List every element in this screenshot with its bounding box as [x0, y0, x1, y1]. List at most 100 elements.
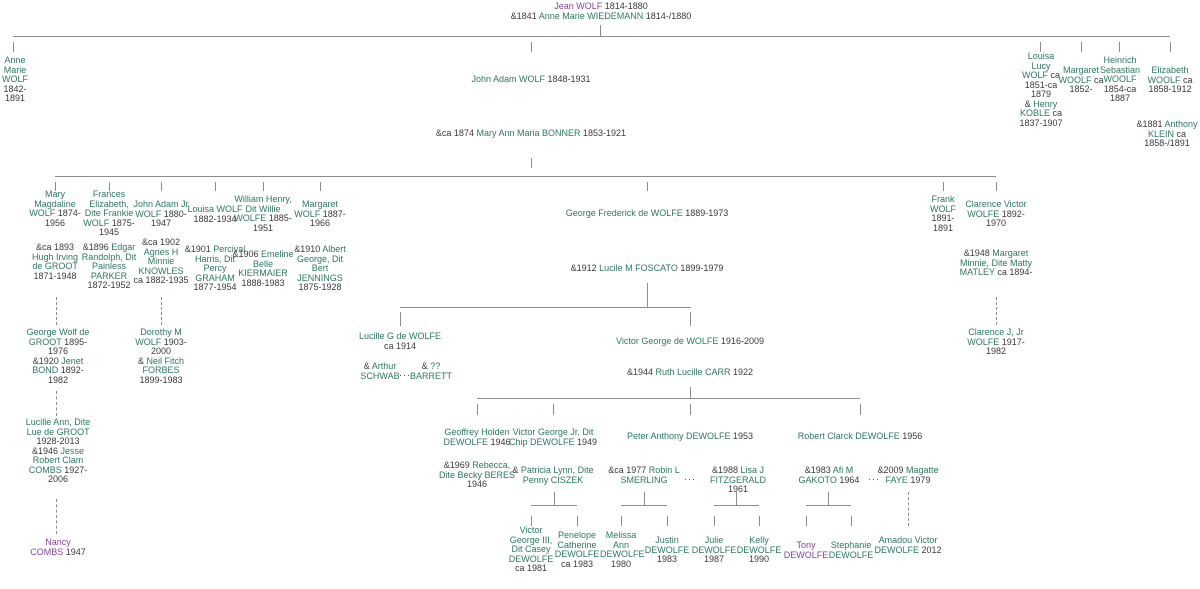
- life-dates: 1882-1934: [193, 213, 237, 224]
- person-link-victor-george-iii-dewolfe[interactable]: Victor George III, Dit Casey DEWOLFE: [508, 525, 554, 564]
- marriage-prefix: &ca 1977: [608, 465, 647, 475]
- person-link-stephanie-dewolfe[interactable]: Stephanie DEWOLFE: [828, 540, 874, 560]
- person-link-mary-magdaline-wolf[interactable]: Mary Magdaline WOLF: [29, 189, 76, 218]
- tree-line: [55, 176, 996, 177]
- person-link-neil-forbes[interactable]: Neil Fitch FORBES: [142, 355, 185, 375]
- person-link-albert-jennings[interactable]: Albert George, Dit Bert JENNINGS: [296, 244, 346, 283]
- person-link-lucille-ann-de-groot[interactable]: Lucille Ann, Dite Lue de GROOT: [25, 417, 91, 437]
- person-link-amadou-dewolfe[interactable]: Amadou Victor DEWOLFE: [874, 535, 938, 555]
- marriage-prefix: &1946: [31, 445, 58, 456]
- tree-line: [1081, 42, 1082, 52]
- person-link-geoffrey-dewolfe[interactable]: Geoffrey Holden DEWOLFE: [443, 427, 510, 447]
- remarriage-separator: ···: [684, 474, 696, 484]
- life-dates: 1946: [490, 436, 511, 447]
- person-link-penny-ciszek[interactable]: Patricia Lynn, Dite Penny CISZEK: [520, 465, 594, 485]
- person-link-anthony-klein[interactable]: Anthony KLEIN: [1147, 119, 1198, 139]
- spouse-anne-marie-wiedemann: &1841 Anne Marie WIEDEMANN 1814-/1880: [451, 10, 751, 22]
- tree-line-dashed: [56, 391, 57, 416]
- person-link-john-adam-wolf[interactable]: John Adam WOLF: [471, 74, 545, 84]
- person-link-anne-marie-wolf[interactable]: Anne Marie WOLF: [2, 55, 28, 84]
- tree-line: [806, 516, 807, 526]
- person-link-penelope-dewolfe[interactable]: Penelope Catherine DEWOLFE: [554, 530, 600, 559]
- person-john-adam-wolf: John Adam WOLF 1848-1931: [381, 74, 681, 85]
- marriage-prefix: &1912: [570, 263, 597, 273]
- person-link-jean-wolf[interactable]: Jean WOLF: [554, 1, 603, 11]
- person-link-ruth-carr[interactable]: Ruth Lucille CARR: [655, 367, 731, 377]
- person-link-dorothy-wolf[interactable]: Dorothy M WOLF: [135, 327, 182, 347]
- tree-line: [690, 312, 691, 326]
- person-william-wolfe: William Henry, Dit Willie WOLFE 1885-195…: [232, 194, 294, 233]
- person-link-lucille-g-de-wolfe[interactable]: Lucille G de WOLFE: [358, 331, 442, 341]
- person-link-percy-graham[interactable]: Percival Harris, Dit Percy GRAHAM: [195, 244, 246, 283]
- person-link-arthur-schwab[interactable]: Arthur SCHWAB: [360, 361, 400, 381]
- person-link-john-adam-jr-wolf[interactable]: John Adam Jr WOLF: [133, 199, 189, 219]
- person-link-rebecca-beres[interactable]: Rebecca, Dite Becky BERES: [438, 460, 516, 480]
- person-link-heinrich-sebastian-woolf[interactable]: Heinrich Sebastian WOOLF: [1099, 55, 1141, 84]
- person-link-frances-wolf[interactable]: Frances Elizabeth, Dite Frankie WOLF: [83, 189, 134, 228]
- person-link-george-frederick-de-wolfe[interactable]: George Frederick de WOLFE: [565, 208, 683, 218]
- person-link-tony-dewolfe[interactable]: Tony DEWOLFE: [783, 540, 829, 560]
- spouse-anthony-klein: &1881 Anthony KLEIN ca 1858-/1891: [1135, 119, 1199, 149]
- spouse-hugh-irving-de-groot: &ca 1893 Hugh Irving de GROOT 1871-1948: [27, 242, 83, 281]
- marriage-prefix: &1901: [184, 244, 211, 254]
- person-link-julie-dewolfe[interactable]: Julie DEWOLFE: [691, 535, 737, 555]
- person-link-hugh-irving-de-groot[interactable]: Hugh Irving de GROOT: [31, 251, 79, 271]
- person-link-magatte-faye[interactable]: Magatte FAYE: [885, 465, 939, 485]
- person-link-frank-wolf[interactable]: Frank WOLF: [930, 194, 956, 214]
- person-link-margaret-woolf[interactable]: Margaret WOOLF: [1058, 65, 1099, 85]
- person-link-clarence-j-jr-wolfe[interactable]: Clarence J, Jr WOLFE: [967, 327, 1024, 347]
- person-link-henry-koble[interactable]: Henry KOBLE: [1019, 98, 1058, 118]
- marriage-prefix: &: [512, 465, 519, 475]
- person-link-edgar-parker[interactable]: Edgar Randolph, Dit Painless PARKER: [81, 242, 137, 281]
- person-link-louisa-wolf[interactable]: Louisa WOLF: [187, 204, 243, 214]
- life-dates: ca 1837-1907: [1019, 108, 1063, 128]
- tree-line: [263, 182, 264, 191]
- person-link-afi-gakoto[interactable]: Afi M GAKOTO: [798, 465, 854, 485]
- tree-line: [400, 307, 691, 308]
- person-link-louisa-lucy-wolf[interactable]: Louisa Lucy WOLF: [1021, 51, 1055, 80]
- tree-line: [477, 398, 860, 399]
- person-link-melissa-dewolfe[interactable]: Melissa Ann DEWOLFE: [600, 530, 645, 559]
- spouse-jesse-combs: &1946 Jesse Robert Clam COMBS 1927-2006: [22, 445, 94, 485]
- life-dates: 1848-1931: [547, 74, 591, 84]
- person-link-barrett[interactable]: ?? BARRETT: [409, 361, 452, 381]
- spouse-jenet-bond: &1920 Jenet BOND 1892-1982: [25, 355, 91, 386]
- person-link-justin-dewolfe[interactable]: Justin DEWOLFE: [644, 535, 690, 555]
- person-link-peter-dewolfe[interactable]: Peter Anthony DEWOLFE: [626, 431, 731, 441]
- person-link-kelly-dewolfe[interactable]: Kelly DEWOLFE: [736, 535, 782, 555]
- person-link-margaret-wolf[interactable]: Margaret WOLF: [294, 199, 338, 219]
- person-amadou-dewolfe: Amadou Victor DEWOLFE 2012: [874, 535, 942, 555]
- marriage-prefix: &1841: [510, 10, 537, 21]
- person-link-victor-george-de-wolfe[interactable]: Victor George de WOLFE: [616, 336, 719, 346]
- life-dates: 1875-1928: [298, 282, 342, 292]
- person-link-jesse-combs[interactable]: Jesse Robert Clam COMBS: [28, 445, 85, 475]
- person-link-robin-smerling[interactable]: Robin L SMERLING: [620, 465, 680, 485]
- person-link-william-wolfe[interactable]: William Henry, Dit Willie WOLFE: [234, 194, 292, 223]
- person-link-lisa-fitzgerald[interactable]: Lisa J FITZGERALD: [709, 465, 766, 485]
- person-link-agnes-knowles[interactable]: Agnes H Minnie KNOWLES: [138, 246, 184, 276]
- spouse-barrett: & ?? BARRETT: [407, 361, 455, 381]
- life-dates: 1891-1891: [931, 213, 955, 233]
- person-link-mary-ann-bonner[interactable]: Mary Ann Maria BONNER: [476, 128, 581, 138]
- person-link-robert-dewolfe[interactable]: Robert Clarck DEWOLFE: [797, 431, 900, 441]
- marriage-prefix: &ca 1893: [35, 242, 75, 252]
- person-link-anne-marie-wiedemann[interactable]: Anne Marie WIEDEMANN: [538, 10, 644, 21]
- life-dates: 1953: [733, 431, 754, 441]
- person-link-emeline-kiermaier[interactable]: Emeline Belle KIERMAIER: [238, 249, 294, 278]
- person-link-jenet-bond[interactable]: Jenet BOND: [32, 355, 84, 375]
- spouse-penny-ciszek: & Patricia Lynn, Dite Penny CISZEK: [503, 465, 603, 485]
- tree-line: [600, 25, 601, 36]
- person-link-george-wolf-de-groot[interactable]: George Wolf de GROOT: [26, 327, 90, 347]
- person-link-nancy-combs[interactable]: Nancy COMBS: [30, 537, 71, 557]
- person-frances-wolf: Frances Elizabeth, Dite Frankie WOLF 187…: [81, 189, 137, 238]
- person-link-clarence-victor-wolfe[interactable]: Clarence Victor WOLFE: [965, 199, 1027, 219]
- person-link-victor-george-jr-dewolfe[interactable]: Victor George Jr, Dit Chip DEWOLFE: [508, 427, 594, 447]
- tree-line-dashed: [56, 499, 57, 534]
- person-link-lucile-foscato[interactable]: Lucile M FOSCATO: [599, 263, 678, 273]
- person-link-elizabeth-woolf[interactable]: Elizabeth WOOLF: [1147, 65, 1189, 85]
- life-dates: 1949: [577, 436, 598, 447]
- life-dates: 1927-2006: [47, 464, 88, 484]
- person-lucille-g-de-wolfe: Lucille G de WOLFE ca 1914: [355, 331, 445, 351]
- person-link-margaret-matley[interactable]: Margaret Minnie, Dite Matty MATLEY: [959, 248, 1033, 277]
- person-melissa-dewolfe: Melissa Ann DEWOLFE 1980: [600, 530, 645, 569]
